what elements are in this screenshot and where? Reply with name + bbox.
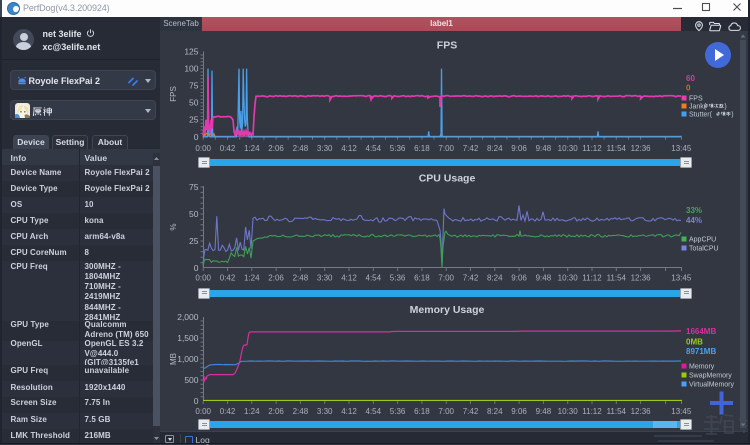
svg-text:11:54: 11:54 [607,273,627,282]
svg-text:33%: 33% [686,206,702,215]
svg-text:6:18: 6:18 [414,273,430,282]
svg-text:0: 0 [686,84,691,93]
svg-text:13:45: 13:45 [671,273,692,282]
svg-text:3:30: 3:30 [317,407,333,416]
svg-text:75: 75 [189,182,199,192]
svg-text:0:00: 0:00 [195,273,211,282]
svg-text:50: 50 [189,209,199,219]
svg-text:1:24: 1:24 [244,407,260,416]
svg-text:1:24: 1:24 [244,273,260,282]
svg-text:25: 25 [189,236,199,246]
svg-text:5:36: 5:36 [390,273,406,282]
svg-text:7:00: 7:00 [438,273,454,282]
svg-text:6:18: 6:18 [414,144,430,153]
svg-text:2:06: 2:06 [268,407,284,416]
svg-text:9:48: 9:48 [536,144,552,153]
svg-text:12:36: 12:36 [631,407,652,416]
svg-text:11:12: 11:12 [582,144,602,153]
svg-text:VirtualMemory: VirtualMemory [689,382,734,389]
svg-text:7:00: 7:00 [438,407,454,416]
svg-text:25: 25 [189,115,199,125]
svg-text:): ) [724,104,726,111]
svg-text:2:48: 2:48 [293,144,309,153]
svg-text:0:42: 0:42 [220,273,236,282]
svg-text:5:36: 5:36 [390,407,406,416]
svg-text:TotalCPU: TotalCPU [689,246,719,253]
svg-text:8:24: 8:24 [487,144,503,153]
svg-text:0: 0 [194,263,199,273]
svg-text:): ) [731,112,733,119]
svg-text:0:00: 0:00 [195,144,211,153]
svg-text:11:54: 11:54 [607,407,627,416]
svg-text:Memory: Memory [689,364,715,371]
svg-text:3:30: 3:30 [317,273,333,282]
svg-text:1664MB: 1664MB [686,327,716,336]
svg-text:7:00: 7:00 [438,144,454,153]
svg-text:0: 0 [194,396,199,406]
svg-text:2:48: 2:48 [293,273,309,282]
svg-text:5:36: 5:36 [390,144,406,153]
svg-text:7:42: 7:42 [463,407,479,416]
svg-text:Stutter(: Stutter( [689,112,713,119]
svg-text:9:06: 9:06 [511,273,527,282]
svg-text:13:45: 13:45 [671,407,692,416]
svg-text:SwapMemory: SwapMemory [689,373,732,380]
svg-text:0:00: 0:00 [195,407,211,416]
svg-text:11:12: 11:12 [582,407,602,416]
svg-text:1,500: 1,500 [177,333,199,343]
svg-text:%: % [169,223,178,230]
svg-text:FPS: FPS [689,96,703,103]
svg-text:11:54: 11:54 [607,144,627,153]
svg-text:44%: 44% [686,216,702,225]
svg-text:1:24: 1:24 [244,144,260,153]
svg-text:9:48: 9:48 [536,407,552,416]
svg-text:2:06: 2:06 [268,273,284,282]
svg-text:0: 0 [194,132,199,142]
svg-text:8:24: 8:24 [487,407,503,416]
svg-text:4:12: 4:12 [341,273,357,282]
svg-text:500: 500 [184,375,198,385]
svg-text:AppCPU: AppCPU [689,237,716,244]
svg-text:2:06: 2:06 [268,144,284,153]
svg-text:10:30: 10:30 [558,273,579,282]
svg-text:60: 60 [686,74,695,83]
svg-text:9:06: 9:06 [511,407,527,416]
svg-text:11:12: 11:12 [582,273,602,282]
svg-text:FPS: FPS [437,40,457,52]
svg-text:4:12: 4:12 [341,144,357,153]
svg-text:MB: MB [169,353,178,365]
svg-text:FPS: FPS [169,86,178,102]
svg-text:1,000: 1,000 [177,354,199,364]
svg-text:75: 75 [189,81,199,91]
svg-text:9:06: 9:06 [511,144,527,153]
svg-text:50: 50 [189,98,199,108]
svg-text:100: 100 [184,64,198,74]
svg-text:2,000: 2,000 [177,312,199,322]
svg-text:12:36: 12:36 [631,273,652,282]
svg-text:10:30: 10:30 [558,144,579,153]
svg-text:Jank(: Jank( [689,104,707,111]
svg-text:9:48: 9:48 [536,273,552,282]
svg-text:CPU Usage: CPU Usage [419,173,476,185]
svg-text:3:30: 3:30 [317,144,333,153]
svg-text:10:30: 10:30 [558,407,579,416]
svg-text:7:42: 7:42 [463,273,479,282]
svg-text:4:12: 4:12 [341,407,357,416]
svg-text:7:42: 7:42 [463,144,479,153]
svg-text:125: 125 [184,47,198,57]
svg-text:4:54: 4:54 [366,144,382,153]
svg-text:12:36: 12:36 [631,144,652,153]
svg-text:8:24: 8:24 [487,273,503,282]
svg-text:6:18: 6:18 [414,407,430,416]
svg-text:13:45: 13:45 [671,144,692,153]
svg-text:8971MB: 8971MB [686,347,716,356]
svg-text:0MB: 0MB [686,338,703,347]
svg-text:4:54: 4:54 [366,273,382,282]
svg-text:2:48: 2:48 [293,407,309,416]
svg-text:0:42: 0:42 [220,144,236,153]
svg-text:0:42: 0:42 [220,407,236,416]
svg-text:Memory Usage: Memory Usage [410,304,485,316]
svg-text:4:54: 4:54 [366,407,382,416]
